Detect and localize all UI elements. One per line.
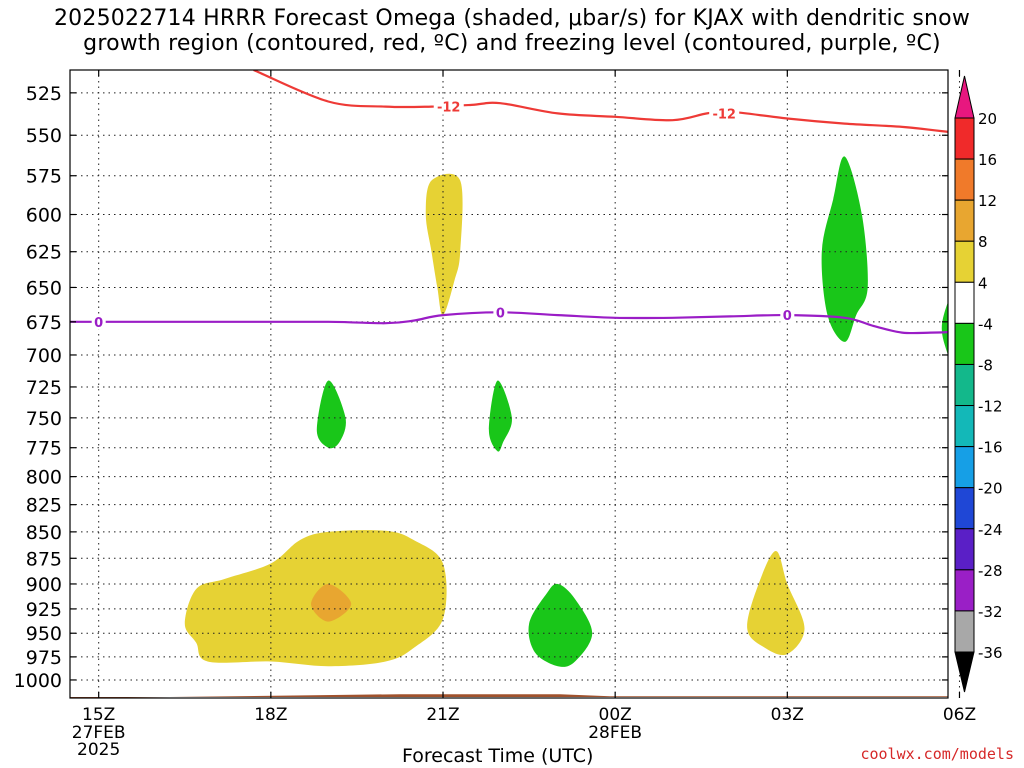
shaded-region-downward_omega_-4_-8_e (941, 302, 948, 355)
contour-label-bg-freezing_level_0C-0 (91, 313, 106, 330)
colorbar-label-11: -28 (978, 562, 1003, 580)
y-tick-label-750: 750 (26, 408, 62, 430)
contour-label-bg-dgz_-12C-0 (433, 98, 464, 115)
colorbar-label-10: -24 (978, 521, 1003, 539)
shaded-region-upward_omega_4_8_b (425, 173, 463, 316)
shaded-region-downward_omega_-4_-8_a (316, 380, 346, 449)
y-tick-label-625: 625 (26, 242, 62, 264)
y-tick-label-975: 975 (26, 647, 62, 669)
contour-label-freezing_level_0C-2: 0 (783, 309, 792, 324)
chart-title-line-1: 2025022714 HRRR Forecast Omega (shaded, … (53, 6, 971, 31)
y-tick-label-650: 650 (26, 277, 62, 299)
colorbar-label-7: -12 (978, 398, 1003, 416)
colorbar-swatch-10 (954, 528, 975, 571)
y-tick-label-900: 900 (26, 574, 62, 596)
shaded-region-downward_omega_-4_-8_d (821, 156, 868, 342)
x-tick-sublabel-00Z: 28FEB (588, 723, 642, 743)
contour-label-dgz_-12C-1: -12 (712, 107, 736, 122)
x-tick-sublabel-15Z: 27FEB (72, 723, 126, 743)
contour-label-dgz_-12C-0: -12 (437, 101, 461, 116)
contour-freezing_level_0C (70, 311, 948, 335)
y-tick-label-800: 800 (26, 467, 62, 489)
colorbar-label-6: -8 (978, 356, 993, 374)
colorbar-swatch-11 (954, 569, 975, 612)
x-tick-label-18Z: 18Z (254, 705, 287, 725)
contour-label-freezing_level_0C-0: 0 (94, 316, 103, 331)
terrain-layer (70, 694, 948, 699)
x-axis-title: Forecast Time (UTC) (402, 745, 594, 767)
colorbar-label-9: -20 (978, 480, 1003, 498)
shaded-region-downward_omega_-4_-8_b (488, 380, 512, 452)
colorbar-swatch-5 (954, 322, 975, 365)
shaded-regions (184, 156, 948, 667)
contour-lines: -12 -12 0 0 0 (70, 70, 948, 335)
colorbar-top-arrow (954, 75, 975, 119)
y-tick-label-775: 775 (26, 438, 62, 460)
contour-label-bg-freezing_level_0C-1 (493, 304, 508, 321)
y-tick-label-725: 725 (26, 377, 62, 399)
colorbar-label-8: -16 (978, 439, 1003, 457)
shaded-region-upward_omega_4_8_c (747, 551, 805, 656)
colorbar-label-3: 8 (978, 233, 988, 251)
y-tick-label-850: 850 (26, 522, 62, 544)
chart-title: 2025022714 HRRR Forecast Omega (shaded, … (0, 6, 1024, 56)
contour-dgz_-12C (253, 70, 948, 134)
x-tick-label-00Z: 00Z (599, 705, 632, 725)
y-tick-label-925: 925 (26, 599, 62, 621)
contour-label-bg-freezing_level_0C-2 (780, 307, 795, 324)
y-tick-label-875: 875 (26, 548, 62, 570)
y-tick-label-675: 675 (26, 312, 62, 334)
contour-label-bg-dgz_-12C-1 (709, 105, 740, 122)
colorbar-label-2: 12 (978, 192, 997, 210)
colorbar-swatch-3 (954, 240, 975, 283)
colorbar-swatch-8 (954, 446, 975, 489)
shaded-region-upward_omega_8_12 (311, 584, 352, 622)
colorbar-swatch-7 (954, 405, 975, 448)
y-tick-label-575: 575 (26, 166, 62, 188)
y-tick-label-525: 525 (26, 83, 62, 105)
colorbar-swatch-4 (954, 281, 975, 324)
colorbar-swatch-2 (954, 199, 975, 242)
colorbar-swatch-6 (954, 363, 975, 407)
x-tick-label-15Z: 15Z (82, 705, 115, 725)
contour-label-freezing_level_0C-1: 0 (496, 306, 505, 321)
surface_terrain (70, 694, 948, 699)
x-tick-label-21Z: 21Z (426, 705, 459, 725)
y-axis: 525 550 575 600 625 650 675 700 725 750 775 800 825 8… (14, 83, 948, 692)
colorbar-label-12: -32 (978, 603, 1003, 621)
x-tick-label-06Z: 06Z (943, 705, 976, 725)
y-tick-label-1000: 1000 (14, 670, 62, 692)
x-tick-sublabel2-15Z: 2025 (77, 740, 120, 760)
shaded-region-downward_omega_-4_-8_c (528, 583, 593, 667)
y-tick-label-825: 825 (26, 495, 62, 517)
x-tick-label-03Z: 03Z (771, 705, 804, 725)
credit-link[interactable]: coolwx.com/models (860, 745, 1014, 763)
colorbar-label-0: 20 (978, 110, 997, 128)
colorbar-label-5: -4 (978, 315, 993, 333)
colorbar-bottom-arrow (954, 651, 975, 693)
colorbar: 20 16 12 8 4 -4 -8 -12 -16 -20 -24 -28 -32 -36 (954, 75, 1003, 693)
plot-frame (69, 69, 949, 699)
colorbar-swatch-1 (954, 158, 975, 201)
chart-title-line-2: growth region (contoured, red, ºC) and f… (83, 31, 941, 56)
colorbar-swatch-12 (954, 610, 975, 653)
y-tick-label-600: 600 (26, 205, 62, 227)
colorbar-label-4: 4 (978, 274, 988, 292)
y-tick-label-550: 550 (26, 125, 62, 147)
colorbar-swatch-0 (954, 117, 975, 160)
y-tick-label-700: 700 (26, 345, 62, 367)
y-tick-label-950: 950 (26, 623, 62, 645)
colorbar-label-13: -36 (978, 644, 1003, 662)
colorbar-swatch-9 (954, 487, 975, 530)
colorbar-label-1: 16 (978, 151, 997, 169)
